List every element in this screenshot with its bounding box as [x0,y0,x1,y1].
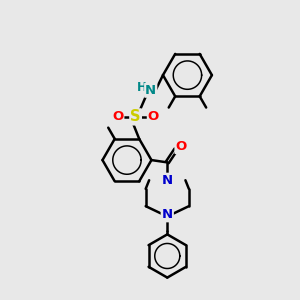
Text: O: O [148,110,159,123]
Text: H: H [136,81,146,94]
Text: O: O [112,110,123,123]
Text: N: N [145,84,156,97]
Text: N: N [162,174,173,187]
Text: N: N [162,208,173,221]
Text: O: O [176,140,187,153]
Text: S: S [130,110,141,124]
